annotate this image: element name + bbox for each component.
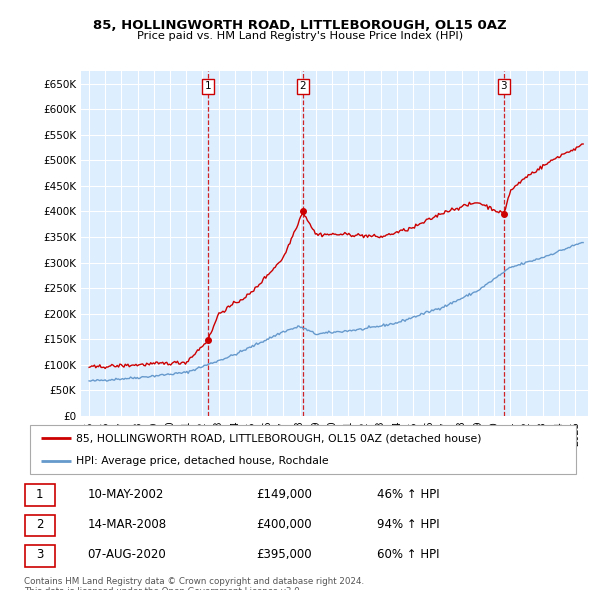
FancyBboxPatch shape	[30, 425, 576, 474]
Text: 1: 1	[36, 488, 43, 501]
Text: 14-MAR-2008: 14-MAR-2008	[88, 518, 167, 531]
Text: HPI: Average price, detached house, Rochdale: HPI: Average price, detached house, Roch…	[76, 455, 329, 466]
Text: Price paid vs. HM Land Registry's House Price Index (HPI): Price paid vs. HM Land Registry's House …	[137, 31, 463, 41]
FancyBboxPatch shape	[25, 545, 55, 566]
FancyBboxPatch shape	[25, 514, 55, 536]
Text: 60% ↑ HPI: 60% ↑ HPI	[377, 548, 440, 561]
Text: Contains HM Land Registry data © Crown copyright and database right 2024.
This d: Contains HM Land Registry data © Crown c…	[24, 577, 364, 590]
Text: 85, HOLLINGWORTH ROAD, LITTLEBOROUGH, OL15 0AZ: 85, HOLLINGWORTH ROAD, LITTLEBOROUGH, OL…	[93, 19, 507, 32]
Text: 07-AUG-2020: 07-AUG-2020	[88, 548, 166, 561]
FancyBboxPatch shape	[25, 484, 55, 506]
Text: 94% ↑ HPI: 94% ↑ HPI	[377, 518, 440, 531]
Text: 3: 3	[500, 81, 507, 91]
Text: 85, HOLLINGWORTH ROAD, LITTLEBOROUGH, OL15 0AZ (detached house): 85, HOLLINGWORTH ROAD, LITTLEBOROUGH, OL…	[76, 434, 482, 444]
Text: 1: 1	[205, 81, 212, 91]
Text: 2: 2	[299, 81, 306, 91]
Text: 46% ↑ HPI: 46% ↑ HPI	[377, 488, 440, 501]
Text: 2: 2	[36, 518, 43, 531]
Text: £149,000: £149,000	[256, 488, 312, 501]
Text: 3: 3	[36, 548, 43, 561]
Text: £400,000: £400,000	[256, 518, 311, 531]
Text: 10-MAY-2002: 10-MAY-2002	[88, 488, 164, 501]
Text: £395,000: £395,000	[256, 548, 311, 561]
